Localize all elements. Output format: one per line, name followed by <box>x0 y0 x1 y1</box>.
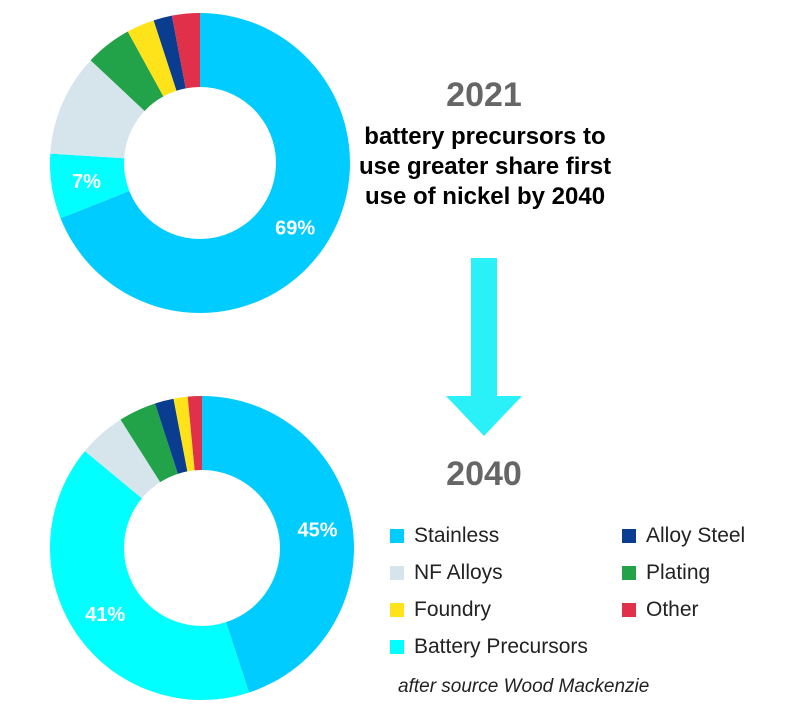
legend-label: NF Alloys <box>414 561 503 584</box>
donut-2040: 45% 41% <box>49 396 354 700</box>
slice-label-stainless: 45% <box>298 520 338 542</box>
legend-item-nf-alloys: NF Alloys <box>390 561 503 585</box>
slice-plating <box>90 31 164 111</box>
slice-stainless <box>202 396 354 693</box>
legend-label: Stainless <box>414 524 500 547</box>
legend-label: Plating <box>646 561 711 584</box>
legend-label: Foundry <box>414 598 492 621</box>
slice-alloy-steel <box>153 15 186 91</box>
legend-label: Alloy Steel <box>646 524 746 547</box>
annotation-text: battery precursors to use greater share … <box>358 123 612 210</box>
slice-other <box>187 396 202 471</box>
slice-plating <box>120 403 178 483</box>
slice-nf-alloys <box>84 419 161 499</box>
slice-foundry <box>127 20 177 97</box>
legend-item-plating: Plating <box>622 561 710 585</box>
slice-nf-alloys <box>50 60 145 159</box>
legend-label: Battery Precursors <box>414 635 588 658</box>
slice-label-stainless: 69% <box>275 218 315 240</box>
down-arrow-icon <box>446 258 522 436</box>
slice-stainless <box>60 13 350 314</box>
legend-item-battery-precursors: Battery Precursors <box>390 635 588 659</box>
slice-foundry <box>173 396 195 472</box>
slice-alloy-steel <box>155 398 188 474</box>
legend-item-stainless: Stainless <box>390 524 499 548</box>
chart-title-2021: 2021 <box>446 76 522 114</box>
legend-label: Other <box>646 598 699 621</box>
legend-swatch <box>622 529 636 543</box>
slice-label-battery-precursors: 41% <box>85 604 125 626</box>
legend-item-other: Other <box>622 598 699 622</box>
donut-2021: 69% 7% <box>50 13 350 314</box>
slice-other <box>171 13 200 89</box>
chart-title-2040: 2040 <box>446 455 522 493</box>
legend-swatch <box>622 603 636 617</box>
slice-label-battery-precursors: 7% <box>72 171 101 193</box>
legend-item-alloy-steel: Alloy Steel <box>622 524 745 548</box>
legend-item-foundry: Foundry <box>390 598 491 622</box>
slice-battery-precursors <box>49 451 249 700</box>
legend-swatch <box>390 603 404 617</box>
legend-swatch <box>622 566 636 580</box>
legend-swatch <box>390 566 404 580</box>
legend-swatch <box>390 640 404 654</box>
slice-battery-precursors <box>50 153 130 219</box>
legend-swatch <box>390 529 404 543</box>
source-credit: after source Wood Mackenzie <box>398 676 650 697</box>
